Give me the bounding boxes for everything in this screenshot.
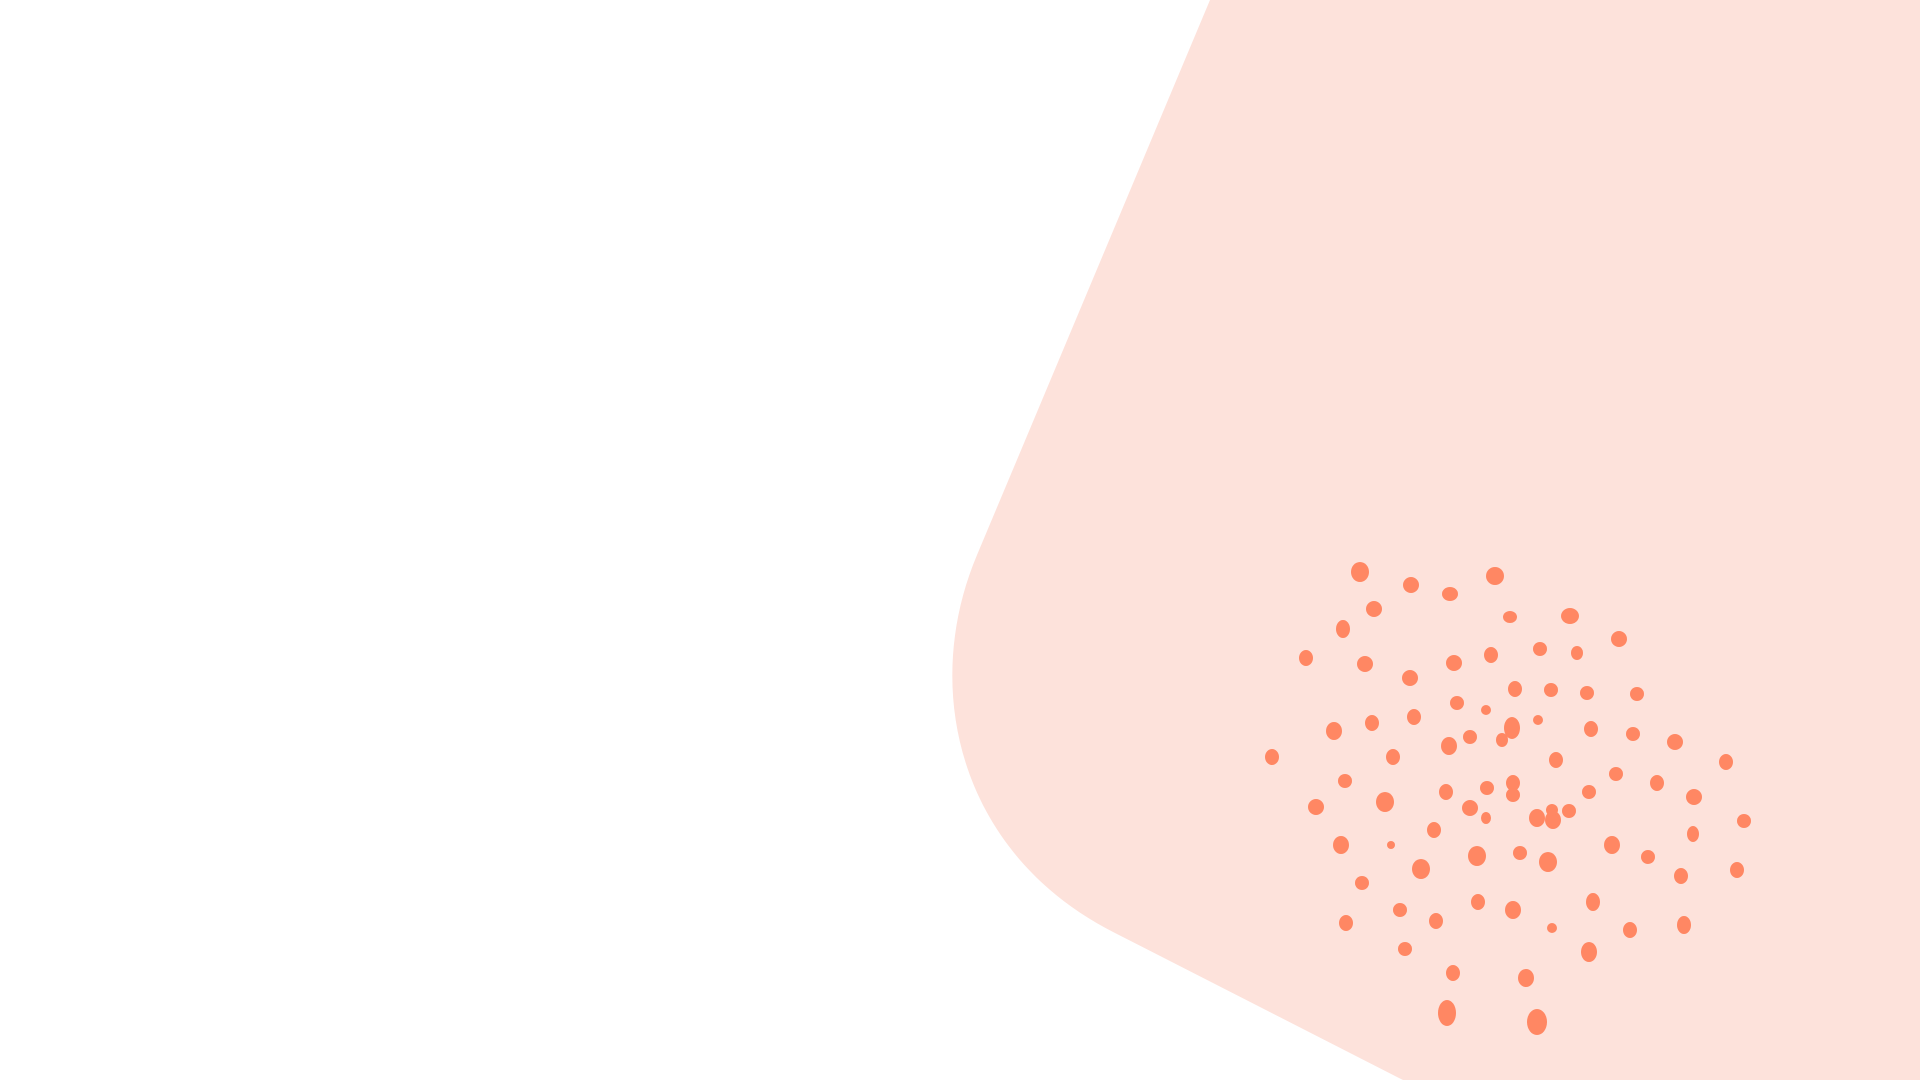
decorative-dot (1584, 721, 1598, 737)
decorative-dot (1446, 965, 1460, 981)
decorative-dot (1387, 841, 1395, 849)
decorative-dot (1481, 705, 1491, 715)
decorative-dot (1730, 862, 1744, 878)
decorative-dot (1580, 686, 1594, 700)
decorative-dot (1674, 868, 1688, 884)
decorative-dot (1439, 784, 1453, 800)
peach-panel-shape (952, 0, 1920, 1080)
decorative-dot (1450, 696, 1464, 710)
decorative-dot (1441, 737, 1457, 755)
decorative-dot (1407, 709, 1421, 725)
decorative-dot (1719, 754, 1733, 770)
decorative-dot (1438, 1000, 1456, 1026)
decorative-dot (1429, 913, 1443, 929)
decorative-dot (1265, 749, 1279, 765)
decorative-dot (1547, 923, 1557, 933)
decorative-dot (1355, 876, 1369, 890)
decorative-dot (1611, 631, 1627, 647)
decorative-dot (1365, 715, 1379, 731)
decorative-dot (1533, 642, 1547, 656)
decorative-dot (1338, 774, 1352, 788)
decorative-dot (1571, 646, 1583, 660)
decorative-dot (1544, 683, 1558, 697)
decorative-dot (1630, 687, 1644, 701)
decorative-dot (1581, 942, 1597, 962)
decorative-dot (1427, 822, 1441, 838)
decorative-dot (1533, 715, 1543, 725)
decorative-dot (1366, 601, 1382, 617)
decorative-dot (1527, 1009, 1547, 1035)
decorative-dot (1539, 852, 1557, 872)
decorative-dot (1446, 655, 1462, 671)
decorative-dot (1518, 969, 1534, 987)
decorative-dot (1623, 922, 1637, 938)
decorative-dot (1545, 811, 1561, 829)
decorative-dot (1626, 727, 1640, 741)
decorative-dot (1582, 785, 1596, 799)
decorative-dot (1326, 722, 1342, 740)
decorative-dot (1468, 846, 1486, 866)
decorative-dot (1376, 792, 1394, 812)
decorative-dot (1496, 733, 1508, 747)
decorative-dot (1667, 734, 1683, 750)
decorative-dot (1604, 836, 1620, 854)
decorative-dot (1529, 809, 1545, 827)
decorative-dot (1336, 620, 1350, 638)
decorative-dot (1333, 836, 1349, 854)
decorative-dot (1650, 775, 1664, 791)
decorative-dot (1513, 846, 1527, 860)
decorative-dot (1393, 903, 1407, 917)
decorative-dot (1402, 670, 1418, 686)
decorative-dot (1386, 749, 1400, 765)
decorative-dot (1641, 850, 1655, 864)
decorative-dot (1398, 942, 1412, 956)
decorative-dot (1403, 577, 1419, 593)
decorative-dot (1486, 567, 1504, 585)
decorative-dot (1561, 608, 1579, 624)
decorative-dot (1505, 901, 1521, 919)
decorative-dot (1549, 752, 1563, 768)
decorative-dot (1686, 789, 1702, 805)
decorative-dot (1442, 587, 1458, 601)
decorative-dot (1339, 915, 1353, 931)
decorative-dot (1504, 717, 1520, 739)
decorative-dot (1687, 826, 1699, 842)
decorative-dot (1508, 681, 1522, 697)
decorative-dot (1737, 814, 1751, 828)
decorative-dot (1471, 894, 1485, 910)
decorative-dot (1506, 788, 1520, 802)
decorative-dot (1308, 799, 1324, 815)
decorative-dot (1481, 812, 1491, 824)
decorative-dot (1562, 804, 1576, 818)
decorative-dot (1484, 647, 1498, 663)
decorative-dot (1463, 730, 1477, 744)
decorative-dot (1586, 893, 1600, 911)
decorative-dot (1503, 611, 1517, 623)
decorative-dot (1357, 656, 1373, 672)
decorative-dot (1412, 859, 1430, 879)
decorative-dot (1546, 804, 1558, 816)
decorative-dot (1677, 916, 1691, 934)
decorative-dot (1351, 562, 1369, 582)
decorative-dot (1480, 781, 1494, 795)
decorative-dot (1299, 650, 1313, 666)
dot-cluster (1265, 562, 1751, 1035)
decorative-dot (1506, 775, 1520, 791)
decorative-dot (1609, 767, 1623, 781)
decorative-dot (1462, 800, 1478, 816)
